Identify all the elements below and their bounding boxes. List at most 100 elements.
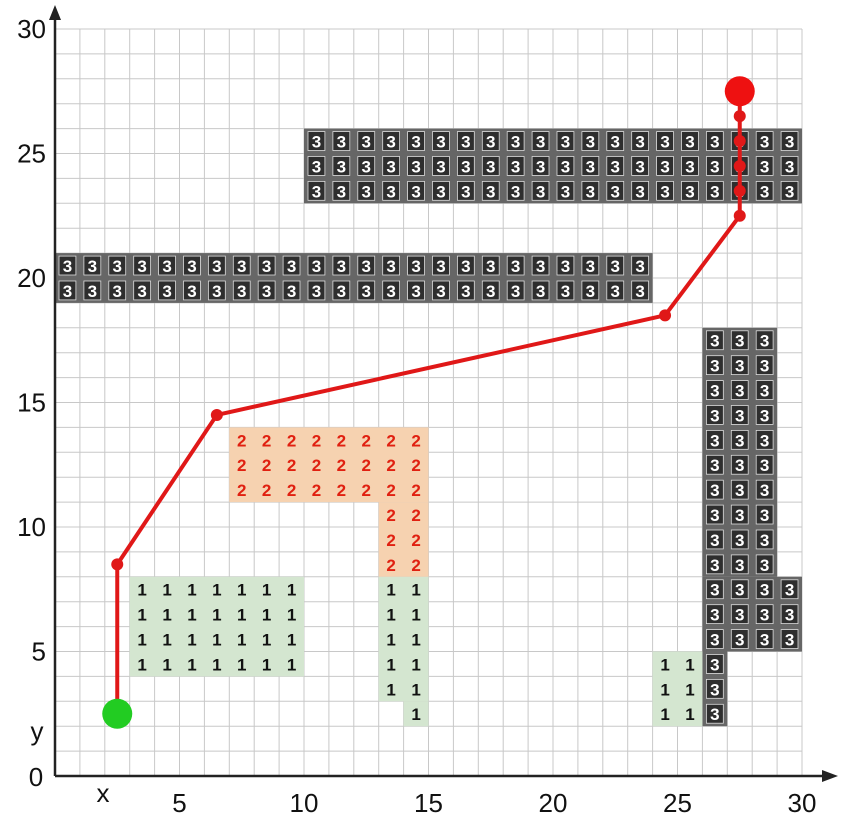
cell-value-2: 2	[237, 456, 246, 475]
cell-box	[407, 255, 425, 276]
start-marker	[102, 698, 133, 729]
cell-value-3: 3	[187, 282, 196, 301]
cell-value-3: 3	[461, 257, 470, 276]
cell-box	[556, 156, 575, 176]
cell-value-3: 3	[312, 157, 321, 176]
cell-box	[232, 255, 251, 276]
cell-value-2: 2	[312, 481, 321, 500]
cell-value-1: 1	[411, 680, 420, 699]
zone-1-block	[652, 651, 703, 727]
cell-box	[407, 156, 425, 176]
cell-value-1: 1	[212, 606, 221, 625]
cell-value-3: 3	[362, 157, 371, 176]
cell-value-2: 2	[386, 481, 395, 500]
cell-value-1: 1	[237, 606, 246, 625]
cell-box	[108, 255, 127, 276]
cell-value-3: 3	[461, 157, 470, 176]
cell-value-1: 1	[237, 655, 246, 674]
cell-value-3: 3	[611, 282, 620, 301]
cell-value-3: 3	[660, 182, 669, 201]
cell-value-3: 3	[685, 133, 694, 152]
cell-box	[307, 280, 326, 301]
cell-value-3: 3	[760, 581, 769, 600]
cell-box	[108, 280, 127, 301]
cell-value-3: 3	[386, 282, 395, 301]
x-tick-label: 20	[539, 788, 568, 818]
cell-value-3: 3	[710, 705, 719, 724]
x-tick-label: 30	[788, 788, 817, 818]
cell-value-1: 1	[162, 581, 171, 600]
cell-box	[581, 131, 600, 151]
waypoint-marker	[733, 159, 746, 172]
cell-box	[183, 280, 201, 301]
zone-3-block	[55, 253, 653, 303]
cell-value-3: 3	[710, 182, 719, 201]
cell-value-2: 2	[386, 506, 395, 525]
waypoint-marker	[111, 558, 124, 571]
cell-value-3: 3	[113, 282, 122, 301]
cell-value-3: 3	[386, 133, 395, 152]
cell-value-1: 1	[212, 581, 221, 600]
cell-box	[531, 280, 550, 301]
cell-value-2: 2	[287, 456, 296, 475]
cell-value-1: 1	[411, 655, 420, 674]
cell-value-3: 3	[362, 133, 371, 152]
cell-box	[730, 380, 749, 400]
cell-value-3: 3	[760, 157, 769, 176]
waypoint-marker	[733, 135, 746, 148]
cell-value-3: 3	[162, 282, 171, 301]
x-tick-label: 15	[414, 788, 443, 818]
cell-value-2: 2	[411, 506, 420, 525]
cell-box	[706, 131, 724, 151]
cell-box	[606, 280, 625, 301]
cell-value-3: 3	[386, 157, 395, 176]
cell-value-3: 3	[760, 481, 769, 500]
cell-box	[307, 156, 326, 176]
cell-box	[706, 504, 724, 525]
cell-box	[730, 355, 749, 376]
cell-value-3: 3	[287, 282, 296, 301]
cell-value-3: 3	[337, 133, 346, 152]
cell-value-3: 3	[237, 282, 246, 301]
cell-value-3: 3	[511, 282, 520, 301]
cell-value-2: 2	[287, 481, 296, 500]
cell-box	[755, 529, 774, 550]
cell-value-1: 1	[137, 606, 146, 625]
cell-box	[755, 454, 774, 475]
cell-value-2: 2	[411, 456, 420, 475]
cell-box	[706, 703, 724, 724]
cell-box	[357, 131, 376, 151]
cell-value-3: 3	[436, 157, 445, 176]
cell-box	[755, 629, 774, 649]
cell-box	[706, 679, 724, 699]
cell-value-3: 3	[411, 257, 420, 276]
cell-value-3: 3	[760, 456, 769, 475]
cell-value-3: 3	[710, 406, 719, 425]
cell-box	[556, 255, 575, 276]
cell-value-3: 3	[436, 182, 445, 201]
cell-box	[656, 131, 674, 151]
cell-value-3: 3	[262, 282, 271, 301]
cell-value-3: 3	[735, 357, 744, 376]
cell-value-3: 3	[735, 506, 744, 525]
cell-value-1: 1	[187, 655, 196, 674]
x-axis-arrow-icon	[822, 770, 838, 782]
y-axis-label: y	[31, 716, 44, 746]
cell-value-1: 1	[411, 705, 420, 724]
cell-value-3: 3	[611, 133, 620, 152]
cell-value-3: 3	[561, 282, 570, 301]
cell-value-3: 3	[312, 257, 321, 276]
cell-value-3: 3	[710, 157, 719, 176]
cell-box	[456, 180, 475, 201]
cell-value-3: 3	[511, 257, 520, 276]
cell-value-3: 3	[611, 182, 620, 201]
cell-box	[581, 280, 600, 301]
cell-value-3: 3	[710, 506, 719, 525]
cell-value-1: 1	[262, 631, 271, 650]
cell-value-3: 3	[337, 257, 346, 276]
cell-value-3: 3	[710, 133, 719, 152]
cell-box	[681, 180, 699, 201]
cell-value-3: 3	[735, 406, 744, 425]
cell-value-3: 3	[337, 157, 346, 176]
obstacle-zones: 3333333333333333333333333333333333333333…	[55, 128, 802, 727]
